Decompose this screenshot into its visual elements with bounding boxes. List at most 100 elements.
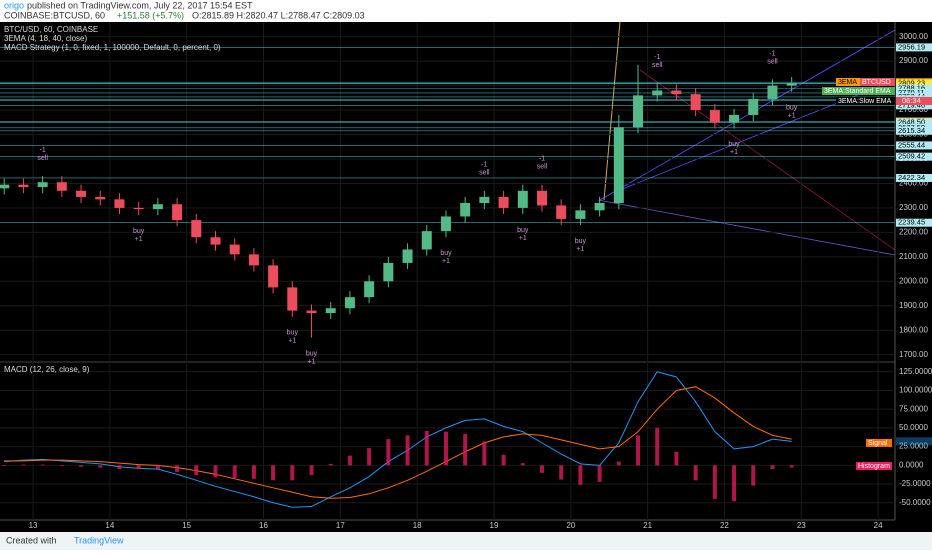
tag-standard: 3EMA:Standard EMA <box>824 88 891 95</box>
signal-qty: +1 <box>730 149 738 156</box>
histogram-bar <box>194 465 199 476</box>
candle-body <box>633 95 644 128</box>
candle-body <box>114 199 125 208</box>
candle-body <box>690 94 701 111</box>
y-tick-label: 2700.00 <box>899 105 928 114</box>
level-tag <box>896 152 932 161</box>
signal-text: sell <box>37 155 48 162</box>
signal-qty: +1 <box>576 246 584 253</box>
signal-qty: -1 <box>654 54 660 61</box>
series-tag <box>896 437 932 446</box>
level-tag <box>896 173 932 182</box>
candle-body <box>709 110 720 123</box>
level-label: 2788.16 <box>898 83 925 92</box>
signal-qty: +1 <box>442 258 450 265</box>
tag-bg <box>896 97 932 105</box>
tag-countdown: 06:34 <box>902 96 921 105</box>
candle-body <box>786 83 797 86</box>
legend-label: Histogram <box>858 463 890 470</box>
histogram-bar <box>136 465 141 470</box>
signal-qty: +1 <box>135 236 143 243</box>
series-tag <box>866 439 892 447</box>
y-tick-label: 125.0000 <box>899 367 932 376</box>
level-tag <box>896 84 932 93</box>
histogram-bar <box>232 465 237 479</box>
x-tick-label: 15 <box>182 521 191 530</box>
tag-bg <box>860 78 895 86</box>
histogram-bar <box>732 465 737 502</box>
histogram-bar <box>712 465 717 500</box>
candle-body <box>421 231 432 250</box>
histogram-bar <box>98 465 103 468</box>
ohlc: O:2815.89 H:2820.47 L:2788.47 C:2809.03 <box>192 10 365 20</box>
candle-body <box>0 184 10 189</box>
histogram-bar <box>271 465 276 481</box>
legend-label: Signal <box>868 440 888 447</box>
histogram-bar <box>328 463 333 466</box>
histogram-bar <box>117 465 122 470</box>
signal-qty: -1 <box>40 147 46 154</box>
x-tick-label: 23 <box>797 521 806 530</box>
histogram-bar <box>501 454 506 466</box>
candle-body <box>210 237 221 245</box>
level-label: 2422.34 <box>898 173 925 182</box>
x-tick-label: 14 <box>105 521 114 530</box>
signal-text: sell <box>652 62 663 69</box>
histogram-bar <box>21 464 26 466</box>
signal-text: sell <box>767 58 778 65</box>
candle-body <box>344 297 355 309</box>
candle-body <box>440 216 451 232</box>
x-tick-label: 24 <box>874 521 883 530</box>
signal-text: buy <box>287 330 299 337</box>
signal-qty: -1 <box>539 156 545 163</box>
signal-text: buy <box>575 238 587 245</box>
candle-body <box>76 190 87 197</box>
level-label: 2809.23 <box>898 78 925 87</box>
signal-qty: -1 <box>481 162 487 169</box>
histogram-bar <box>559 465 564 480</box>
footer-bg <box>0 532 932 550</box>
level-tag <box>896 126 932 135</box>
y-tick-label: 2200.00 <box>899 227 928 236</box>
histogram-bar <box>616 461 621 466</box>
histogram-bar <box>443 431 448 466</box>
trend-line <box>599 29 896 201</box>
histogram-bar <box>520 463 525 466</box>
level-label: 2648.50 <box>898 118 925 127</box>
tag-bg <box>836 78 860 86</box>
header: origo published on TradingView.com, July… <box>4 0 365 20</box>
histogram-bar <box>405 435 410 466</box>
tag-slow: 3EMA:Slow EMA <box>838 98 892 105</box>
y-tick-label: 1900.00 <box>899 301 928 310</box>
histogram-bar <box>770 465 775 470</box>
candle-body <box>767 85 778 100</box>
level-tag <box>896 118 932 127</box>
candle-body <box>133 207 144 210</box>
tag-bg <box>822 87 895 95</box>
signal-text: buy <box>517 227 529 234</box>
histogram-bar <box>79 465 84 467</box>
level-tag <box>896 79 932 88</box>
level-tag <box>896 88 932 97</box>
histogram-bar <box>751 465 756 486</box>
level-tag <box>896 43 932 52</box>
candle-body <box>479 196 490 204</box>
histogram-bar <box>386 439 391 466</box>
level-tag <box>896 141 932 150</box>
signal-qty: +1 <box>788 113 796 120</box>
histogram-bar <box>578 465 583 485</box>
signal-text: buy <box>786 105 798 112</box>
signal-text: sell <box>537 164 548 171</box>
tag-ema: 3EMA <box>838 79 857 86</box>
y-tick-label: -50.0000 <box>899 498 931 507</box>
x-tick-label: 18 <box>413 521 422 530</box>
histogram-bar <box>2 465 7 467</box>
macd-line <box>4 386 792 499</box>
histogram-bar <box>59 465 64 467</box>
y-tick-label: 1800.00 <box>899 325 928 334</box>
histogram-bar <box>367 448 372 466</box>
y-tick-label: 2400.00 <box>899 179 928 188</box>
histogram-bar <box>155 465 160 470</box>
signal-qty: +1 <box>519 235 527 242</box>
candle-body <box>229 244 240 255</box>
